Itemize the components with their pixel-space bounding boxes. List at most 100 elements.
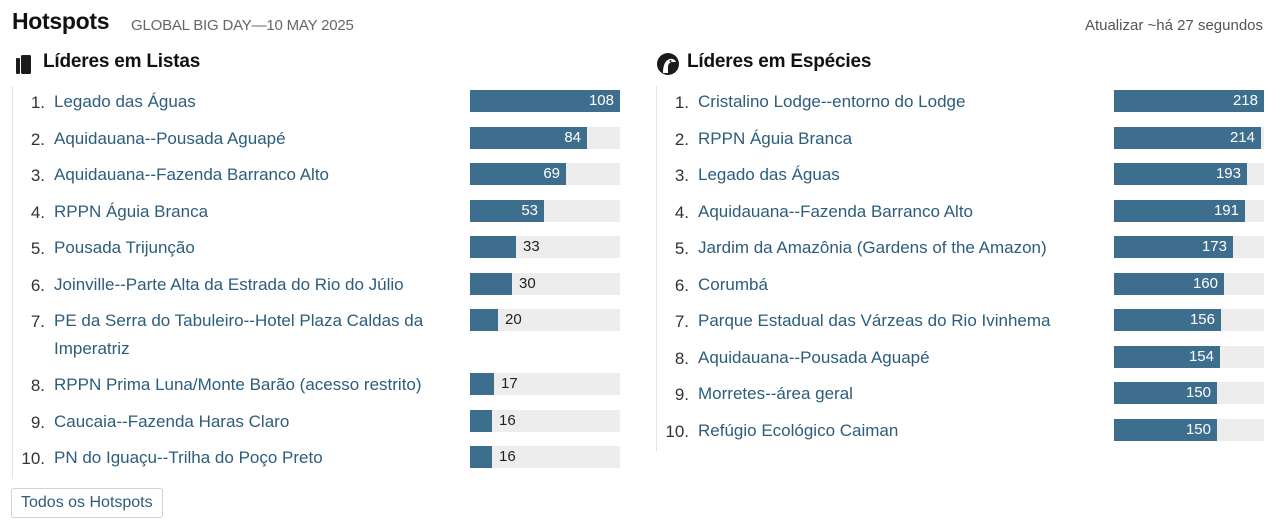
bar-track: 193 xyxy=(1114,163,1264,185)
bar-value: 156 xyxy=(1189,311,1215,328)
hotspot-link[interactable]: RPPN Águia Branca xyxy=(698,128,853,148)
hotspot-link[interactable]: Aquidauana--Fazenda Barranco Alto xyxy=(54,165,330,184)
rank-number: 1. xyxy=(30,93,45,112)
rank-number: 4. xyxy=(674,202,689,222)
bar-fill xyxy=(1114,345,1220,368)
lists-leaders-panel: Líderes em Listas 1. Legado das Águas 108 2… xyxy=(12,48,622,479)
hotspot-link[interactable]: Caucaia--Fazenda Haras Claro xyxy=(54,411,290,431)
bar-value: 193 xyxy=(1215,165,1241,182)
bar-fill xyxy=(1114,309,1221,331)
bar-fill xyxy=(1114,236,1233,258)
bar-track: 16 xyxy=(470,409,620,432)
page-title: Hotspots xyxy=(12,8,110,34)
bar-value: 108 xyxy=(588,92,614,109)
hotspot-link[interactable]: RPPN Prima Luna/Monte Barão (acesso rest… xyxy=(54,375,422,394)
bar-fill xyxy=(1114,418,1217,441)
rank-number: 10. xyxy=(665,421,689,441)
bar-value: 191 xyxy=(1213,201,1239,219)
bar-value: 150 xyxy=(1185,384,1211,401)
hotspot-link[interactable]: Joinville--Parte Alta da Estrada do Rio … xyxy=(54,274,404,294)
bar-track: 53 xyxy=(470,199,620,222)
hotspot-link[interactable]: PE da Serra do Tabuleiro--Hotel Plaza Ca… xyxy=(54,311,424,358)
hotspot-link[interactable]: Refúgio Ecológico Caiman xyxy=(698,420,899,440)
bar-value: 69 xyxy=(543,165,560,182)
hotspot-link[interactable]: Legado das Águas xyxy=(698,165,840,184)
leaders-list: 1. Legado das Águas 108 2. Aquidauana--Pousa… xyxy=(12,86,623,479)
rank-number: 4. xyxy=(30,202,45,222)
bar-fill xyxy=(470,163,566,185)
bar-value: 154 xyxy=(1188,347,1214,365)
rank-number: 10. xyxy=(21,449,45,468)
leader-row: 7. PE da Serra do Tabuleiro--Hotel Plaza … xyxy=(13,305,623,369)
leader-row: 3. Legado das Águas 193 xyxy=(657,159,1267,196)
bar-fill xyxy=(470,309,498,331)
bar-fill xyxy=(1114,382,1217,404)
bar-track: 154 xyxy=(1114,345,1264,368)
leader-row: 1. Cristalino Lodge--entorno do Lodge 218 xyxy=(657,86,1267,123)
hotspot-link[interactable]: Cristalino Lodge--entorno do Lodge xyxy=(698,92,966,111)
bar-track: 108 xyxy=(470,90,620,112)
hotspot-link[interactable]: Parque Estadual das Várzeas do Rio Ivinh… xyxy=(698,311,1051,330)
rank-number: 6. xyxy=(674,275,689,295)
rank-number: 7. xyxy=(674,312,689,331)
leader-row: 3. Aquidauana--Fazenda Barranco Alto 69 xyxy=(13,159,623,196)
leader-row: 6. Joinville--Parte Alta da Estrada do Ri… xyxy=(13,269,623,306)
rank-number: 5. xyxy=(674,239,689,258)
hotspot-link[interactable]: Legado das Águas xyxy=(54,92,196,111)
leader-row: 1. Legado das Águas 108 xyxy=(13,86,623,123)
leader-row: 8. RPPN Prima Luna/Monte Barão (acesso re… xyxy=(13,369,623,406)
leader-row: 5. Jardim da Amazônia (Gardens of the Ama… xyxy=(657,232,1267,269)
bar-fill xyxy=(1114,90,1264,112)
bird-head-icon xyxy=(657,53,679,75)
bar-value: 53 xyxy=(521,201,538,219)
page-header: Hotspots GLOBAL BIG DAY—10 MAY 2025 Atua… xyxy=(12,8,1263,42)
rank-number: 6. xyxy=(30,275,45,295)
bar-value: 150 xyxy=(1185,420,1211,438)
panel-header: Líderes em Espécies xyxy=(656,48,1266,78)
bar-value: 33 xyxy=(523,238,540,255)
bar-value: 84 xyxy=(564,128,581,146)
bar-fill xyxy=(470,126,587,149)
bar-value: 17 xyxy=(501,375,518,392)
hotspot-link[interactable]: RPPN Águia Branca xyxy=(54,201,209,221)
bar-fill xyxy=(1114,272,1224,295)
hotspot-link[interactable]: Morretes--área geral xyxy=(698,384,853,403)
hotspot-link[interactable]: Aquidauana--Pousada Aguapé xyxy=(54,128,286,148)
bar-fill xyxy=(470,236,516,258)
bar-fill xyxy=(1114,163,1247,185)
panel-title: Líderes em Espécies xyxy=(687,51,872,72)
leader-row: 5. Pousada Trijunção 33 xyxy=(13,232,623,269)
rank-number: 7. xyxy=(30,312,45,331)
rank-number: 3. xyxy=(30,166,45,185)
bar-fill xyxy=(470,199,544,222)
hotspot-link[interactable]: Pousada Trijunção xyxy=(54,238,195,257)
rank-number: 9. xyxy=(674,385,689,404)
leader-row: 8. Aquidauana--Pousada Aguapé 154 xyxy=(657,342,1267,379)
leader-row: 2. RPPN Águia Branca 214 xyxy=(657,123,1267,160)
bar-track: 173 xyxy=(1114,236,1264,258)
all-hotspots-button[interactable]: Todos os Hotspots xyxy=(11,488,163,518)
bar-fill xyxy=(470,409,492,432)
bar-track: 84 xyxy=(470,126,620,149)
species-leaders-panel: Líderes em Espécies 1. Cristalino Lodge--… xyxy=(656,48,1266,451)
hotspot-link[interactable]: Aquidauana--Fazenda Barranco Alto xyxy=(698,201,974,221)
hotspot-link[interactable]: Jardim da Amazônia (Gardens of the Amazo… xyxy=(698,238,1047,257)
bar-track: 150 xyxy=(1114,382,1264,404)
leader-row: 6. Corumbá 160 xyxy=(657,269,1267,306)
leader-row: 10. PN do Iguaçu--Trilha do Poço Preto 16 xyxy=(13,442,623,479)
bar-track: 16 xyxy=(470,446,620,468)
hotspot-link[interactable]: Corumbá xyxy=(698,274,768,294)
hotspot-link[interactable]: Aquidauana--Pousada Aguapé xyxy=(698,347,930,367)
refresh-status[interactable]: Atualizar ~há 27 segundos xyxy=(1084,17,1263,34)
bar-fill xyxy=(470,272,512,295)
bar-track: 214 xyxy=(1114,126,1264,149)
leader-row: 2. Aquidauana--Pousada Aguapé 84 xyxy=(13,123,623,160)
hotspot-link[interactable]: PN do Iguaçu--Trilha do Poço Preto xyxy=(54,448,323,467)
panel-title: Líderes em Listas xyxy=(43,51,201,72)
rank-number: 2. xyxy=(30,129,45,149)
bar-fill xyxy=(470,373,494,395)
event-subtitle: GLOBAL BIG DAY—10 MAY 2025 xyxy=(131,17,354,34)
bar-track: 17 xyxy=(470,373,620,395)
rank-number: 8. xyxy=(674,348,689,368)
bar-value: 30 xyxy=(519,274,536,292)
